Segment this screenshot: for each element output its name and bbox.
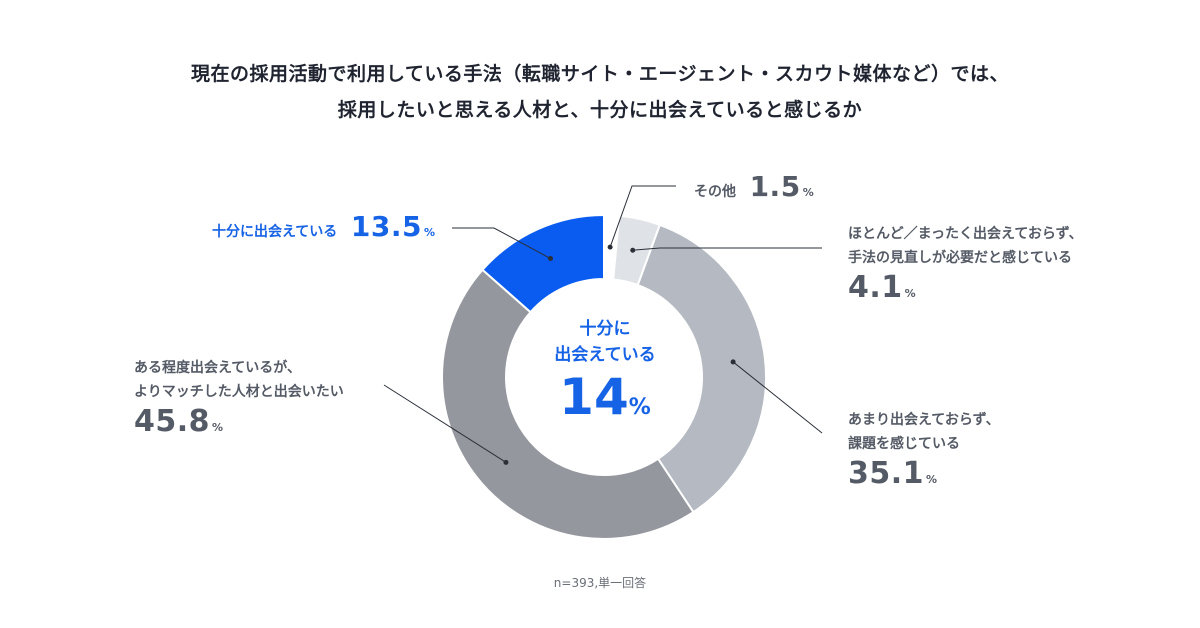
label-somewhat: ある程度出会えているが、 よりマッチした人材と出会いたい 45.8%: [134, 356, 344, 439]
label-somewhat-line2: よりマッチした人材と出会いたい: [134, 384, 344, 400]
chart-title-line1: 現在の採用活動で利用している手法（転職サイト・エージェント・スカウト媒体など）で…: [190, 63, 1010, 85]
donut-slices: [440, 213, 767, 541]
label-other-value: 1.5: [749, 170, 801, 203]
center-unit: %: [628, 395, 651, 420]
center-line1: 十分に: [579, 319, 631, 339]
label-notmuch-line1: あまり出会えておらず、: [848, 412, 1000, 428]
slice-somewhat: [440, 268, 695, 541]
label-somewhat-unit: %: [212, 421, 224, 434]
label-other: その他 1.5%: [694, 170, 814, 204]
leader-enough-dot: [548, 256, 554, 262]
slice-notmuch: [636, 223, 767, 514]
chart-title-line2: 採用したいと思える人材と、十分に出会えていると感じるか: [337, 99, 863, 121]
label-rarely-line1: ほとんど／まったく出会えておらず、: [848, 226, 1083, 242]
sample-note: n=393,単一回答: [553, 576, 647, 590]
leader-somewhat-line: [383, 384, 507, 463]
label-rarely-unit: %: [904, 287, 916, 300]
label-notmuch-line2: 課題を感じている: [848, 436, 960, 452]
center-value: 14: [559, 368, 629, 426]
leader-other-line: [609, 185, 676, 248]
label-notmuch-value: 35.1: [848, 456, 925, 491]
label-somewhat-line1: ある程度出会えているが、: [134, 360, 302, 376]
leader-rarely-line: [632, 247, 822, 251]
label-notmuch: あまり出会えておらず、 課題を感じている 35.1%: [848, 408, 1000, 491]
leader-rarely-dot: [630, 247, 636, 253]
center-line2: 出会えている: [554, 345, 656, 365]
label-somewhat-value: 45.8: [134, 404, 211, 439]
label-enough-text: 十分に出会えている: [212, 224, 338, 240]
chart-title: 現在の採用活動で利用している手法（転職サイト・エージェント・スカウト媒体など）で…: [0, 56, 1200, 128]
label-enough-unit: %: [423, 226, 436, 239]
label-rarely-value: 4.1: [848, 270, 903, 305]
leader-lines: [383, 185, 823, 465]
label-enough-value: 13.5: [350, 210, 422, 243]
leader-notmuch-line: [732, 361, 823, 434]
donut-center-label: 十分に 出会えている 14%: [532, 316, 678, 426]
label-notmuch-unit: %: [926, 473, 938, 486]
leader-enough-line: [452, 227, 551, 259]
leader-notmuch-dot: [730, 359, 736, 365]
label-rarely: ほとんど／まったく出会えておらず、 手法の見直しが必要だと感じている 4.1%: [848, 222, 1083, 305]
leader-somewhat-dot: [503, 459, 509, 465]
label-enough: 十分に出会えている 13.5%: [212, 210, 435, 244]
label-rarely-line2: 手法の見直しが必要だと感じている: [848, 250, 1072, 266]
label-other-unit: %: [802, 186, 814, 199]
label-other-text: その他: [694, 184, 736, 200]
leader-other-dot: [607, 244, 613, 250]
